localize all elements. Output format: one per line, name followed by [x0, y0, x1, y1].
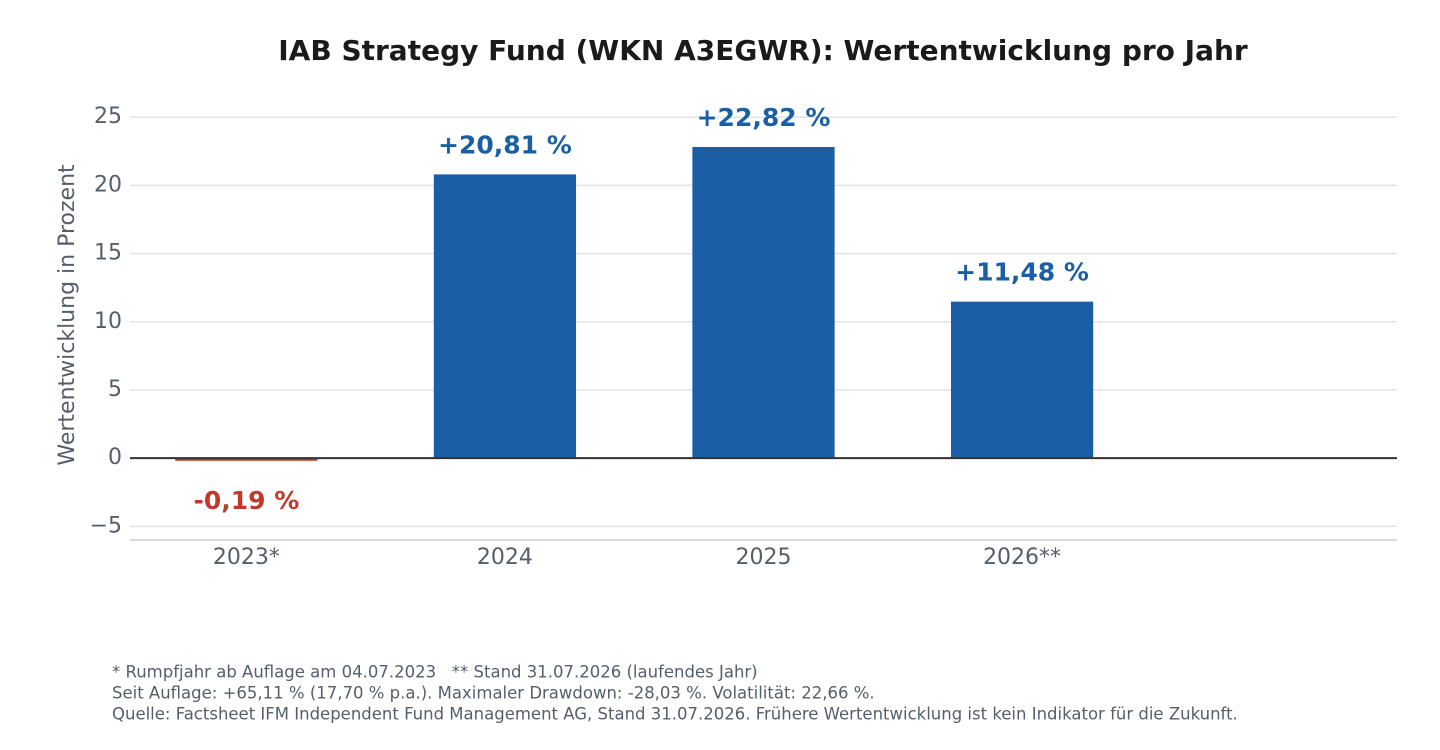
- bar: [433, 174, 577, 459]
- y-axis-label: Wertentwicklung in Prozent: [55, 164, 80, 466]
- footnote: Seit Auflage: +65,11 % (17,70 % p.a.). M…: [112, 684, 875, 703]
- y-tick-label: 10: [94, 309, 122, 334]
- value-label: +20,81 %: [438, 130, 572, 159]
- bar: [692, 146, 835, 459]
- y-tick-label: −5: [90, 513, 122, 538]
- y-tick-label: 5: [108, 377, 122, 402]
- footnote: * Rumpfjahr ab Auflage am 04.07.2023 ** …: [112, 663, 758, 682]
- value-label: +22,82 %: [697, 103, 831, 132]
- value-label: -0,19 %: [193, 486, 299, 515]
- x-tick-label: 2024: [477, 545, 533, 570]
- bar: [175, 458, 318, 461]
- y-tick-label: 25: [94, 104, 122, 129]
- footnote: Quelle: Factsheet IFM Independent Fund M…: [112, 705, 1238, 724]
- value-label: +11,48 %: [955, 258, 1089, 287]
- y-tick-label: 15: [94, 241, 122, 266]
- x-tick-label: 2023*: [213, 545, 280, 570]
- y-tick-label: 0: [108, 445, 122, 470]
- x-tick-label: 2026**: [983, 545, 1061, 570]
- bar: [950, 301, 1094, 459]
- y-tick-label: 20: [94, 172, 122, 197]
- x-tick-label: 2025: [736, 545, 792, 570]
- chart-title: IAB Strategy Fund (WKN A3EGWR): Wertentw…: [278, 34, 1248, 67]
